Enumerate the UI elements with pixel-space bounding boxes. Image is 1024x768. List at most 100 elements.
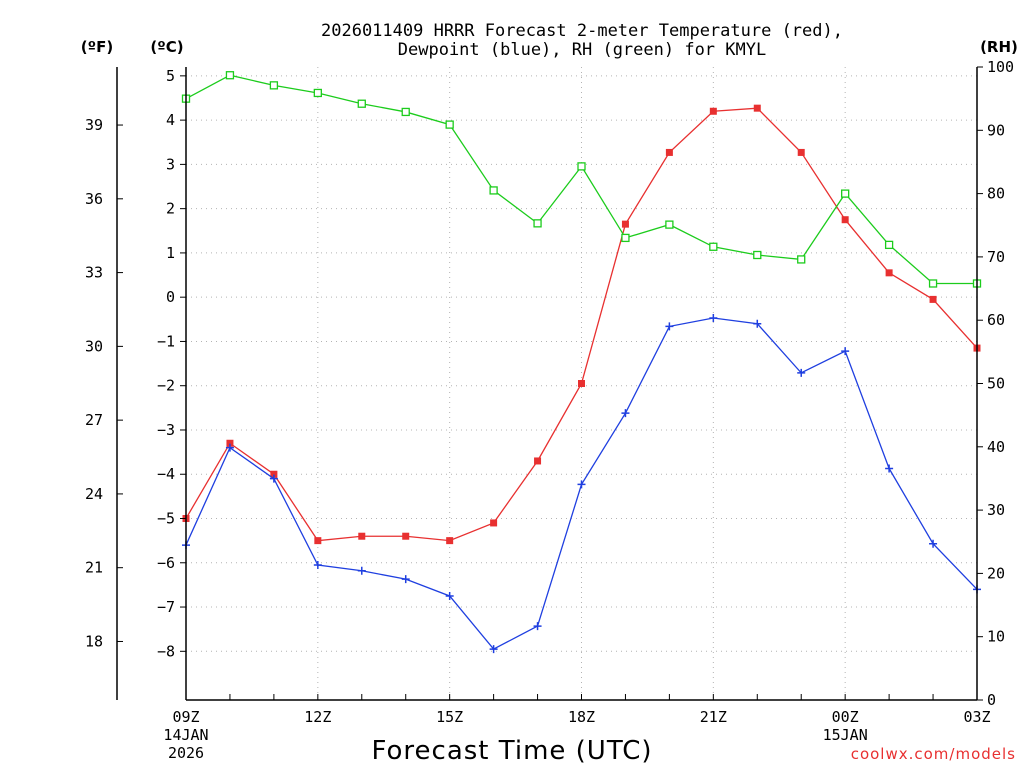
rh-point xyxy=(884,240,894,250)
dewpoint-point xyxy=(621,409,630,418)
rh-tick-label: 40 xyxy=(987,438,1005,456)
rh-tick-label: 20 xyxy=(987,564,1005,582)
celsius-tick-label: 0 xyxy=(166,288,175,306)
x-tick-label: 2026 xyxy=(168,744,204,762)
rh-point xyxy=(445,120,454,129)
temperature-point xyxy=(929,295,937,303)
rh-point xyxy=(797,255,806,264)
celsius-tick-label: −5 xyxy=(157,510,175,528)
dewpoint-point xyxy=(401,575,410,584)
rh-point xyxy=(269,81,279,90)
celsius-unit-label: (ºC) xyxy=(150,38,183,56)
x-tick-label: 14JAN xyxy=(163,726,208,744)
temperature-point xyxy=(797,148,805,156)
temperature-line xyxy=(185,107,978,542)
celsius-tick-label: 5 xyxy=(166,67,175,85)
rh-point xyxy=(533,219,542,228)
celsius-tick-label: 4 xyxy=(166,111,175,129)
fahrenheit-tick-label: 33 xyxy=(85,264,103,282)
chart-title-line2: Dewpoint (blue), RH (green) for KMYL xyxy=(398,40,766,60)
rh-point xyxy=(709,242,718,251)
fahrenheit-tick-label: 36 xyxy=(85,190,103,208)
rh-point xyxy=(928,279,938,288)
fahrenheit-tick-label: 27 xyxy=(85,411,103,429)
temperature-point xyxy=(314,537,322,545)
temperature-point xyxy=(446,537,454,545)
rh-point xyxy=(401,107,410,117)
temperature-point xyxy=(402,532,410,540)
temperature-point xyxy=(578,380,585,387)
watermark: coolwx.com/models xyxy=(851,745,1016,763)
fahrenheit-tick-label: 24 xyxy=(85,485,103,503)
rh-point xyxy=(313,88,322,98)
rh-point xyxy=(577,162,586,171)
dewpoint-point xyxy=(445,591,454,600)
celsius-tick-label: −8 xyxy=(157,642,175,660)
fahrenheit-tick-label: 21 xyxy=(85,559,103,577)
celsius-tick-label: −2 xyxy=(157,377,175,395)
rh-point xyxy=(621,233,630,243)
x-axis-title: Forecast Time (UTC) xyxy=(371,736,652,766)
chart-title-line1: 2026011409 HRRR Forecast 2-meter Tempera… xyxy=(321,21,843,41)
dewpoint-point xyxy=(797,368,806,377)
dewpoint-point xyxy=(489,645,498,654)
dewpoint-point xyxy=(841,347,850,356)
fahrenheit-tick-label: 18 xyxy=(85,632,103,650)
x-tick-label: 03Z xyxy=(963,708,990,726)
celsius-tick-label: −3 xyxy=(157,421,175,439)
rh-tick-label: 90 xyxy=(987,121,1005,139)
temperature-point xyxy=(226,439,234,447)
fahrenheit-tick-label: 39 xyxy=(85,116,103,134)
dewpoint-point xyxy=(665,322,674,331)
rh-tick-label: 10 xyxy=(987,628,1005,646)
dewpoint-point xyxy=(269,474,278,483)
temperature-point xyxy=(841,216,849,224)
temperature-point xyxy=(490,519,498,527)
celsius-tick-label: −1 xyxy=(157,332,175,350)
fahrenheit-unit-label: (ºF) xyxy=(81,38,113,56)
temperature-point xyxy=(621,220,629,228)
dewpoint-point xyxy=(753,319,762,328)
dewpoint-point xyxy=(357,566,366,575)
rh-tick-label: 30 xyxy=(987,501,1005,519)
dewpoint-point xyxy=(313,560,322,569)
x-tick-label: 18Z xyxy=(568,708,595,726)
rh-tick-label: 0 xyxy=(987,691,996,709)
rh-point xyxy=(357,99,366,108)
axes-layer: 543210−1−2−3−4−5−6−7−8393633302724211810… xyxy=(85,58,1014,709)
temperature-point xyxy=(665,148,673,156)
temperature-point xyxy=(270,470,278,478)
dewpoint-point xyxy=(577,480,586,489)
rh-tick-label: 100 xyxy=(987,58,1014,76)
rh-tick-label: 80 xyxy=(987,185,1005,203)
x-tick-label: 00Z xyxy=(832,708,859,726)
rh-point xyxy=(841,189,850,198)
dewpoint-point xyxy=(709,313,718,322)
celsius-tick-label: −6 xyxy=(157,554,175,572)
celsius-tick-label: 3 xyxy=(166,155,175,173)
temperature-point xyxy=(534,457,542,465)
celsius-tick-label: −4 xyxy=(157,465,175,483)
celsius-tick-label: 2 xyxy=(166,200,175,218)
celsius-tick-label: 1 xyxy=(166,244,175,262)
dewpoint-point xyxy=(885,464,894,473)
dewpoint-point xyxy=(225,443,234,452)
rh-point xyxy=(753,250,762,260)
x-tick-label: 15Z xyxy=(436,708,463,726)
rh-unit-label: (RH) xyxy=(980,38,1018,56)
x-tick-label: 21Z xyxy=(700,708,727,726)
fahrenheit-tick-label: 30 xyxy=(85,337,103,355)
rh-point xyxy=(489,186,498,195)
rh-point xyxy=(665,220,674,229)
celsius-tick-label: −7 xyxy=(157,598,175,616)
rh-tick-label: 50 xyxy=(987,375,1005,393)
rh-tick-label: 70 xyxy=(987,248,1005,266)
rh-tick-label: 60 xyxy=(987,311,1005,329)
temperature-point xyxy=(885,269,893,277)
temperature-point xyxy=(358,532,366,540)
dewpoint-point xyxy=(929,539,938,548)
dewpoint-point xyxy=(533,622,542,631)
temperature-point xyxy=(709,107,717,115)
rh-point xyxy=(225,71,235,80)
